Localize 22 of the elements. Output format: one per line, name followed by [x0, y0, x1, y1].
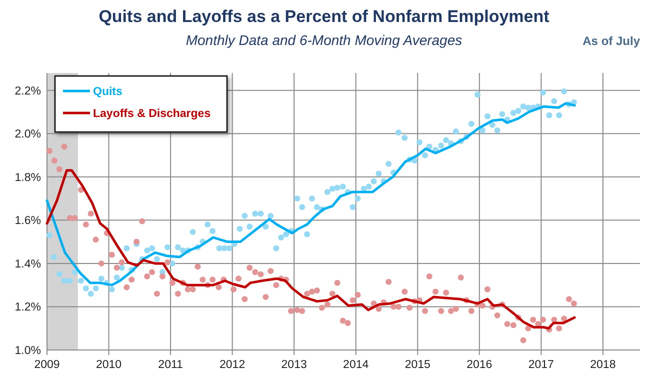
y-tick-label: 2.0%: [14, 128, 41, 141]
y-tick-label: 1.6%: [14, 215, 41, 228]
x-tick-label: 2009: [34, 359, 60, 371]
chart-title: Quits and Layoffs as a Percent of Nonfarm Employment: [98, 7, 550, 26]
y-tick-label: 2.2%: [14, 85, 41, 98]
x-tick-label: 2017: [528, 359, 554, 371]
legend-label: Layoffs & Discharges: [93, 108, 211, 120]
y-tick-label: 1.8%: [14, 172, 41, 184]
x-tick-label: 2010: [96, 359, 122, 371]
text: As of July: [582, 34, 640, 48]
x-tick-label: 2015: [404, 359, 430, 371]
x-tick-label: 2016: [466, 359, 492, 371]
y-tick-label: 1.2%: [14, 302, 41, 314]
x-tick-label: 2013: [281, 359, 307, 371]
x-tick-label: 2018: [590, 359, 616, 371]
x-tick-label: 2011: [158, 359, 183, 371]
legend-label: Quits: [93, 86, 122, 98]
y-tick-label: 1.0%: [14, 345, 41, 357]
x-tick-label: 2012: [220, 359, 246, 371]
y-tick-label: 1.4%: [14, 258, 41, 270]
x-tick-label: 2014: [343, 359, 370, 371]
chart-subtitle: Monthly Data and 6-Month Moving Averages: [186, 32, 462, 48]
